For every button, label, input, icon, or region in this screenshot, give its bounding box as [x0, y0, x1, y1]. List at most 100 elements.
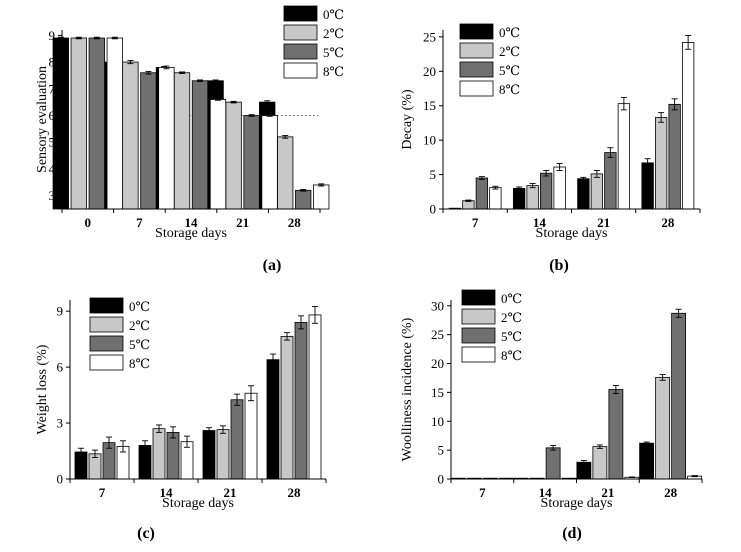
- y-tick-label: 15: [431, 385, 444, 400]
- legend-swatch: [459, 23, 494, 40]
- y-tick-label: 3: [57, 416, 64, 431]
- bar: [244, 392, 258, 480]
- x-axis-title: Storage days: [162, 496, 234, 511]
- bar: [277, 136, 294, 210]
- legend-label: 0℃: [323, 7, 344, 22]
- legend-label: 0℃: [129, 299, 150, 314]
- bar: [617, 103, 631, 210]
- legend-swatch: [461, 346, 496, 363]
- y-tick-label: 0: [57, 472, 64, 487]
- legend-label: 0℃: [501, 291, 522, 306]
- bar: [654, 117, 668, 210]
- y-tick-label: 5: [430, 167, 437, 182]
- legend-swatch: [459, 61, 494, 78]
- legend-label: 2℃: [501, 310, 522, 325]
- y-tick-label: 9: [49, 28, 56, 43]
- legend-swatch: [283, 5, 318, 22]
- bar: [313, 184, 330, 210]
- bar: [261, 115, 278, 210]
- y-tick-label: 9: [57, 304, 64, 319]
- x-tick-label: 21: [224, 485, 237, 500]
- x-tick-label: 7: [479, 485, 486, 500]
- bar: [243, 115, 260, 210]
- x-tick-label: 14: [533, 215, 547, 230]
- y-tick-label: 15: [423, 98, 436, 113]
- x-tick-label: 28: [661, 215, 675, 230]
- chart-panel: 0 5 10 15 20 25 7 14 21 28 Storage days Decay (%) (b…: [400, 23, 701, 274]
- bar: [266, 359, 280, 480]
- legend-label: 8℃: [501, 348, 522, 363]
- panel-label: (a): [263, 257, 282, 274]
- y-tick-label: 8: [49, 55, 56, 70]
- bar: [152, 428, 166, 480]
- bar: [592, 446, 608, 480]
- bar: [641, 162, 654, 210]
- x-tick-label: 14: [539, 485, 553, 500]
- y-tick-label: 0: [430, 202, 437, 217]
- y-tick-label: 10: [423, 133, 436, 148]
- x-axis-title: Storage days: [155, 226, 227, 241]
- legend-label: 5℃: [499, 63, 520, 78]
- bar: [216, 429, 230, 480]
- legend-label: 2℃: [499, 44, 520, 59]
- x-tick-label: 21: [601, 485, 614, 500]
- bar: [173, 72, 191, 210]
- y-tick-label: 6: [57, 360, 64, 375]
- legend-swatch: [459, 42, 494, 59]
- bar: [122, 61, 139, 210]
- y-axis-title: Sensory evaluation: [35, 66, 50, 173]
- x-tick-label: 28: [288, 215, 302, 230]
- chart-panel: 0 3 6 9 7 14 21 28 Storage days Weight loss (%) (c…: [35, 297, 327, 542]
- x-tick-label: 0: [85, 215, 92, 230]
- legend-label: 2℃: [129, 318, 150, 333]
- x-tick-label: 28: [664, 485, 678, 500]
- x-tick-label: 7: [472, 215, 479, 230]
- bar: [158, 67, 175, 210]
- bar: [512, 187, 526, 210]
- x-tick-label: 7: [99, 485, 106, 500]
- bar: [52, 37, 69, 210]
- legend-swatch: [283, 24, 318, 41]
- y-tick-label: 30: [431, 298, 444, 313]
- bar: [668, 103, 681, 210]
- y-tick-label: 7: [49, 81, 56, 96]
- panel-label: (d): [562, 525, 582, 542]
- x-tick-label: 21: [236, 215, 249, 230]
- y-tick-label: 10: [431, 414, 444, 429]
- x-axis-title: Storage days: [541, 496, 613, 511]
- legend-label: 0℃: [499, 25, 520, 40]
- bar: [553, 166, 566, 210]
- bar: [639, 442, 655, 480]
- bar: [106, 37, 123, 210]
- x-tick-label: 7: [136, 215, 143, 230]
- legend-label: 2℃: [323, 26, 344, 41]
- y-tick-label: 6: [49, 108, 56, 123]
- y-tick-label: 4: [49, 161, 56, 176]
- y-tick-label: 25: [423, 29, 436, 44]
- bar: [655, 376, 671, 480]
- panel-label: (b): [549, 257, 569, 274]
- legend-label: 8℃: [323, 64, 344, 79]
- bar: [590, 173, 604, 210]
- bar: [295, 189, 312, 210]
- y-tick-label: 0: [438, 472, 445, 487]
- legend-swatch: [461, 289, 496, 306]
- chart-panel: 0 5 10 15 20 25 30 7 14 21 28 Storage days Woollines…: [400, 289, 703, 542]
- bar: [202, 430, 216, 480]
- y-axis-title: Weight loss (%): [35, 344, 50, 434]
- bar: [225, 101, 242, 210]
- x-tick-label: 14: [185, 215, 199, 230]
- panel-label: (c): [137, 525, 155, 542]
- bar: [88, 37, 105, 210]
- x-tick-label: 21: [597, 215, 610, 230]
- bar: [209, 99, 227, 210]
- y-tick-label: 20: [423, 64, 436, 79]
- legend-label: 5℃: [501, 329, 522, 344]
- legend-swatch: [89, 335, 124, 352]
- legend-label: 8℃: [499, 82, 520, 97]
- bar: [671, 312, 687, 480]
- bar: [462, 200, 475, 210]
- x-axis-title: Storage days: [536, 226, 608, 241]
- bar: [166, 431, 180, 480]
- legend-swatch: [283, 43, 318, 60]
